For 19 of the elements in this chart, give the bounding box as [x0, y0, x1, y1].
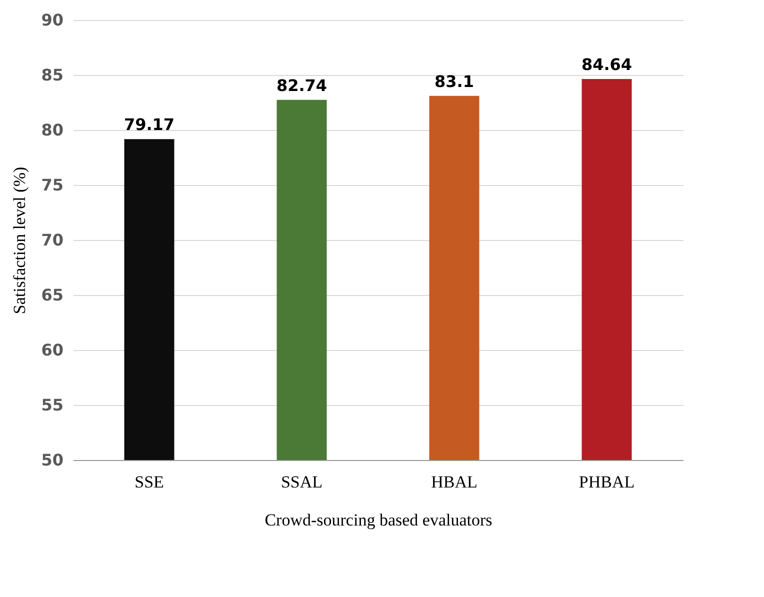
- x-tick-label: PHBAL: [578, 472, 635, 492]
- y-tick-label: 90: [41, 10, 64, 30]
- x-tick-label: SSAL: [280, 472, 323, 492]
- y-tick-label: 60: [41, 340, 64, 360]
- y-tick-label: 85: [41, 66, 64, 84]
- y-tick-label: 55: [41, 396, 64, 414]
- data-label: 84.64: [581, 54, 632, 74]
- data-label: 82.74: [276, 76, 328, 95]
- data-label: 79.17: [124, 115, 175, 134]
- y-tick-label: 80: [41, 120, 64, 140]
- y-tick-label: 75: [41, 176, 64, 194]
- x-tick-label: SSE: [134, 472, 164, 492]
- y-tick-label: 50: [41, 450, 64, 470]
- y-tick-label: 65: [41, 286, 64, 304]
- x-tick-label: HBAL: [431, 472, 478, 492]
- y-tick-label: 70: [41, 230, 64, 250]
- x-axis-title: Crowd-sourcing based evaluators: [264, 510, 492, 530]
- y-axis-title: Satisfaction level (%): [10, 166, 30, 314]
- data-label: 83.1: [434, 72, 474, 91]
